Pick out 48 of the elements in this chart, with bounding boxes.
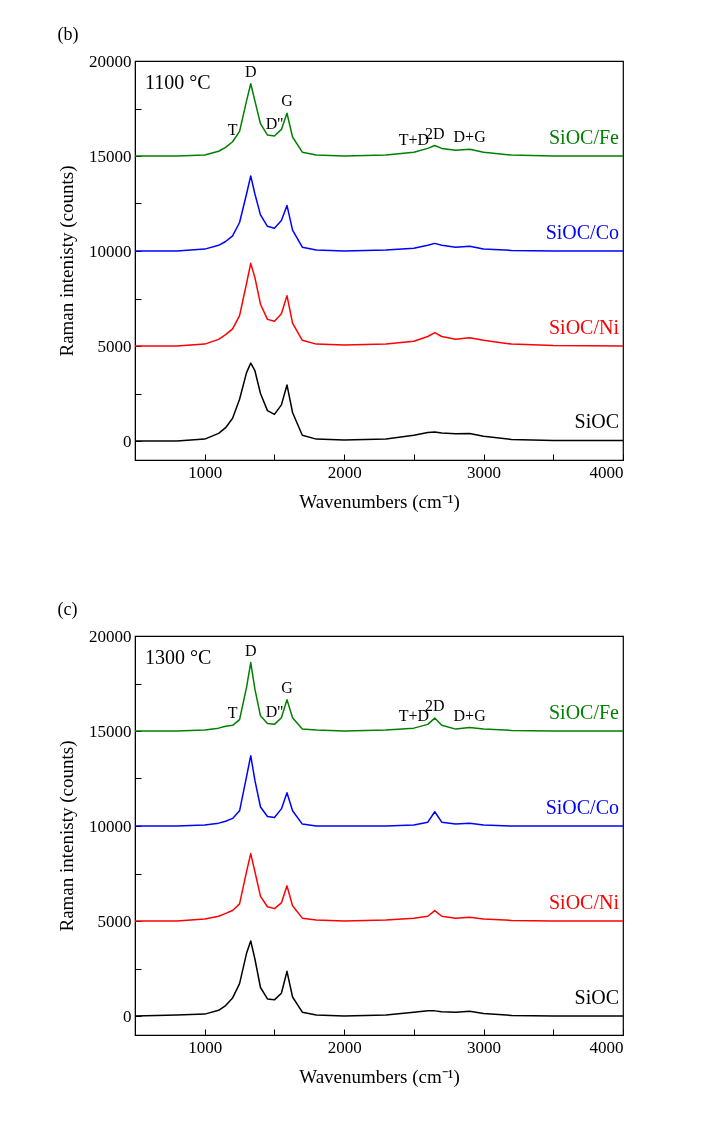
x-tick-label: 4000 — [589, 462, 624, 482]
y-tick-label: 15000 — [89, 721, 132, 741]
x-tick-label: 1000 — [188, 462, 223, 482]
series-label: SiOC — [574, 410, 619, 433]
annotation: G — [281, 678, 294, 696]
annotation: D+G — [453, 128, 487, 146]
annotation: G — [281, 92, 294, 110]
annotation: 1300 °C — [145, 646, 212, 668]
x-tick-label: 3000 — [467, 1037, 502, 1057]
series-label: SiOC/Fe — [548, 701, 620, 723]
x-tick-label: 4000 — [589, 1037, 624, 1057]
annotation: D — [244, 62, 257, 80]
x-tick-label: 3000 — [467, 462, 502, 482]
chart-title: (b) — [57, 24, 79, 45]
y-tick-label: 0 — [123, 1006, 132, 1026]
x-axis-title: Wavenumbers (cm⁻¹) — [299, 1065, 460, 1088]
annotation: T — [227, 704, 238, 722]
y-tick-label: 20000 — [89, 626, 132, 646]
y-axis-title: Raman intenisty (counts) — [56, 740, 78, 932]
series-label: SiOC/Ni — [548, 316, 620, 338]
series-label: SiOC/Fe — [548, 126, 620, 148]
annotation: 1100 °C — [145, 71, 211, 93]
annotation: D — [244, 641, 257, 659]
x-axis-title: Wavenumbers (cm⁻¹) — [299, 490, 460, 513]
x-tick-label: 1000 — [188, 1037, 223, 1057]
x-tick-label: 2000 — [327, 462, 362, 482]
annotation: D'' — [265, 115, 284, 133]
series-label: SiOC/Co — [545, 796, 619, 818]
line-series — [135, 175, 623, 252]
x-tick-label: 2000 — [327, 1037, 362, 1057]
line-series — [135, 754, 623, 827]
y-tick-label: 15000 — [89, 146, 132, 166]
y-tick-label: 0 — [123, 431, 132, 451]
y-tick-label: 5000 — [97, 911, 132, 931]
series-label: SiOC — [574, 986, 619, 1008]
line-series — [135, 262, 623, 347]
y-tick-label: 5000 — [97, 336, 132, 356]
y-tick-label: 20000 — [89, 51, 132, 71]
series-label: SiOC/Ni — [548, 891, 620, 913]
chart-title: (c) — [57, 599, 78, 620]
annotation: D+G — [453, 706, 487, 724]
annotation: D'' — [265, 703, 284, 721]
y-tick-label: 10000 — [89, 816, 132, 836]
annotation: T — [227, 120, 238, 138]
y-tick-label: 10000 — [89, 241, 132, 261]
y-axis-title: Raman intenisty (counts) — [56, 165, 78, 357]
series-label: SiOC/Co — [545, 221, 619, 243]
line-series — [135, 852, 623, 922]
